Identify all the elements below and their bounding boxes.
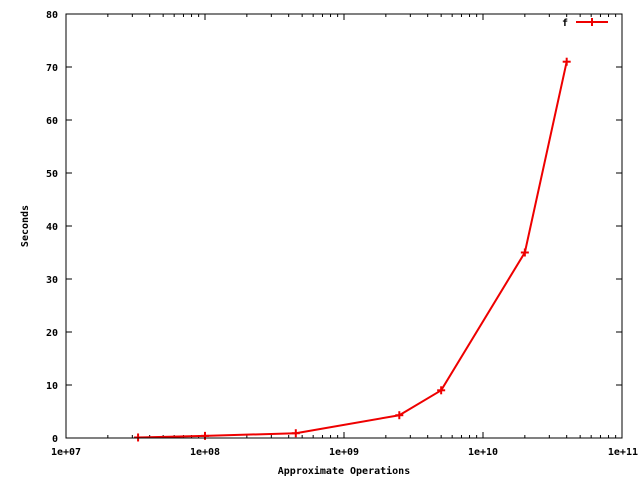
legend-marker [588, 18, 596, 26]
y-tick-label: 40 [46, 222, 58, 233]
legend-label: f [562, 18, 568, 29]
y-tick-label: 70 [46, 63, 58, 74]
x-axis-label: Approximate Operations [278, 465, 410, 477]
y-tick-label: 0 [52, 434, 58, 445]
y-tick-label: 60 [46, 116, 58, 127]
y-tick-label: 50 [46, 169, 58, 180]
x-tick-label: 1e+10 [468, 447, 498, 458]
y-tick-label: 10 [46, 381, 58, 392]
data-point-marker [395, 411, 404, 420]
x-tick-label: 1e+11 [608, 447, 638, 458]
data-point-marker [520, 248, 529, 257]
y-tick-label: 80 [46, 10, 58, 21]
data-point-marker [201, 431, 209, 440]
y-axis-label: Seconds [20, 205, 31, 247]
data-point-marker [437, 386, 446, 395]
plot-frame [65, 13, 623, 439]
data-point-marker [134, 433, 143, 442]
x-tick-label: 1e+09 [329, 447, 359, 458]
y-tick-label: 30 [46, 275, 58, 286]
series-layer [134, 57, 571, 442]
y-tick-label: 20 [46, 328, 58, 339]
x-tick-label: 1e+07 [51, 447, 81, 458]
legend: f [562, 18, 608, 29]
data-point-marker [562, 57, 571, 66]
data-point-marker [291, 429, 300, 438]
x-tick-label: 1e+08 [190, 447, 220, 458]
